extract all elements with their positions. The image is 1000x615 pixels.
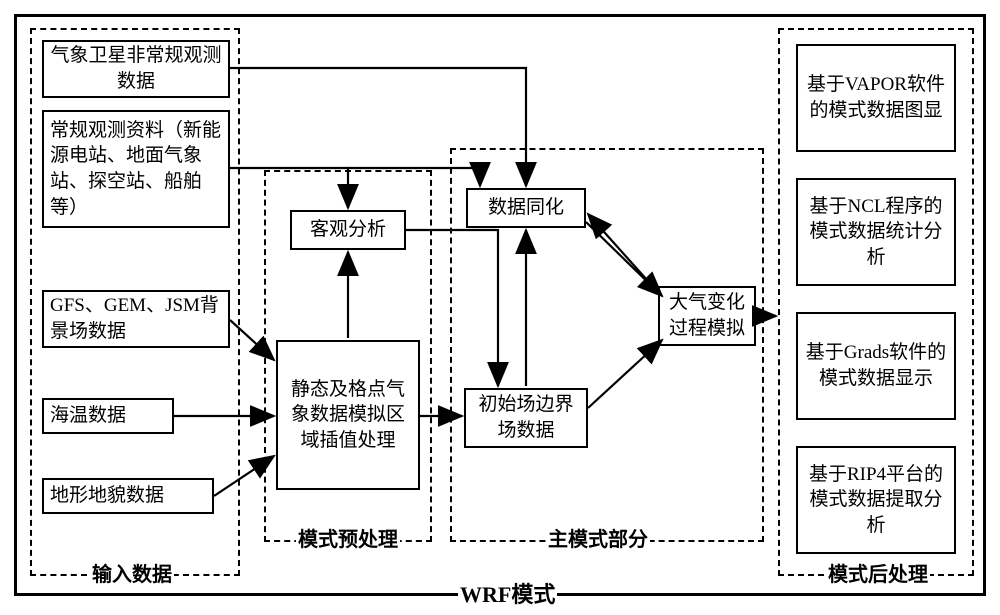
box-sim: 大气变化过程模拟 (658, 286, 756, 346)
box-conv: 常规观测资料（新能源电站、地面气象站、探空站、船舶等） (42, 110, 230, 228)
box-terrain: 地形地貌数据 (42, 478, 214, 514)
box-rip: 基于RIP4平台的模式数据提取分析 (796, 446, 956, 554)
box-interp: 静态及格点气象数据模拟区域插值处理 (276, 340, 420, 490)
box-grads: 基于Grads软件的模式数据显示 (796, 312, 956, 420)
label-main: 主模式部分 (546, 523, 650, 552)
box-ncl: 基于NCL程序的模式数据统计分析 (796, 178, 956, 286)
box-sst: 海温数据 (42, 398, 174, 434)
wrf-title: WRF模式 (458, 577, 557, 609)
box-gfs: GFS、GEM、JSM背景场数据 (42, 290, 230, 348)
box-init: 初始场边界场数据 (464, 388, 588, 448)
label-input: 输入数据 (90, 558, 174, 587)
label-post: 模式后处理 (826, 558, 930, 587)
box-vapor: 基于VAPOR软件的模式数据图显 (796, 44, 956, 152)
label-pre: 模式预处理 (296, 523, 400, 552)
box-obj: 客观分析 (290, 210, 406, 250)
box-sat: 气象卫星非常规观测数据 (42, 40, 230, 98)
box-assim: 数据同化 (466, 188, 586, 228)
